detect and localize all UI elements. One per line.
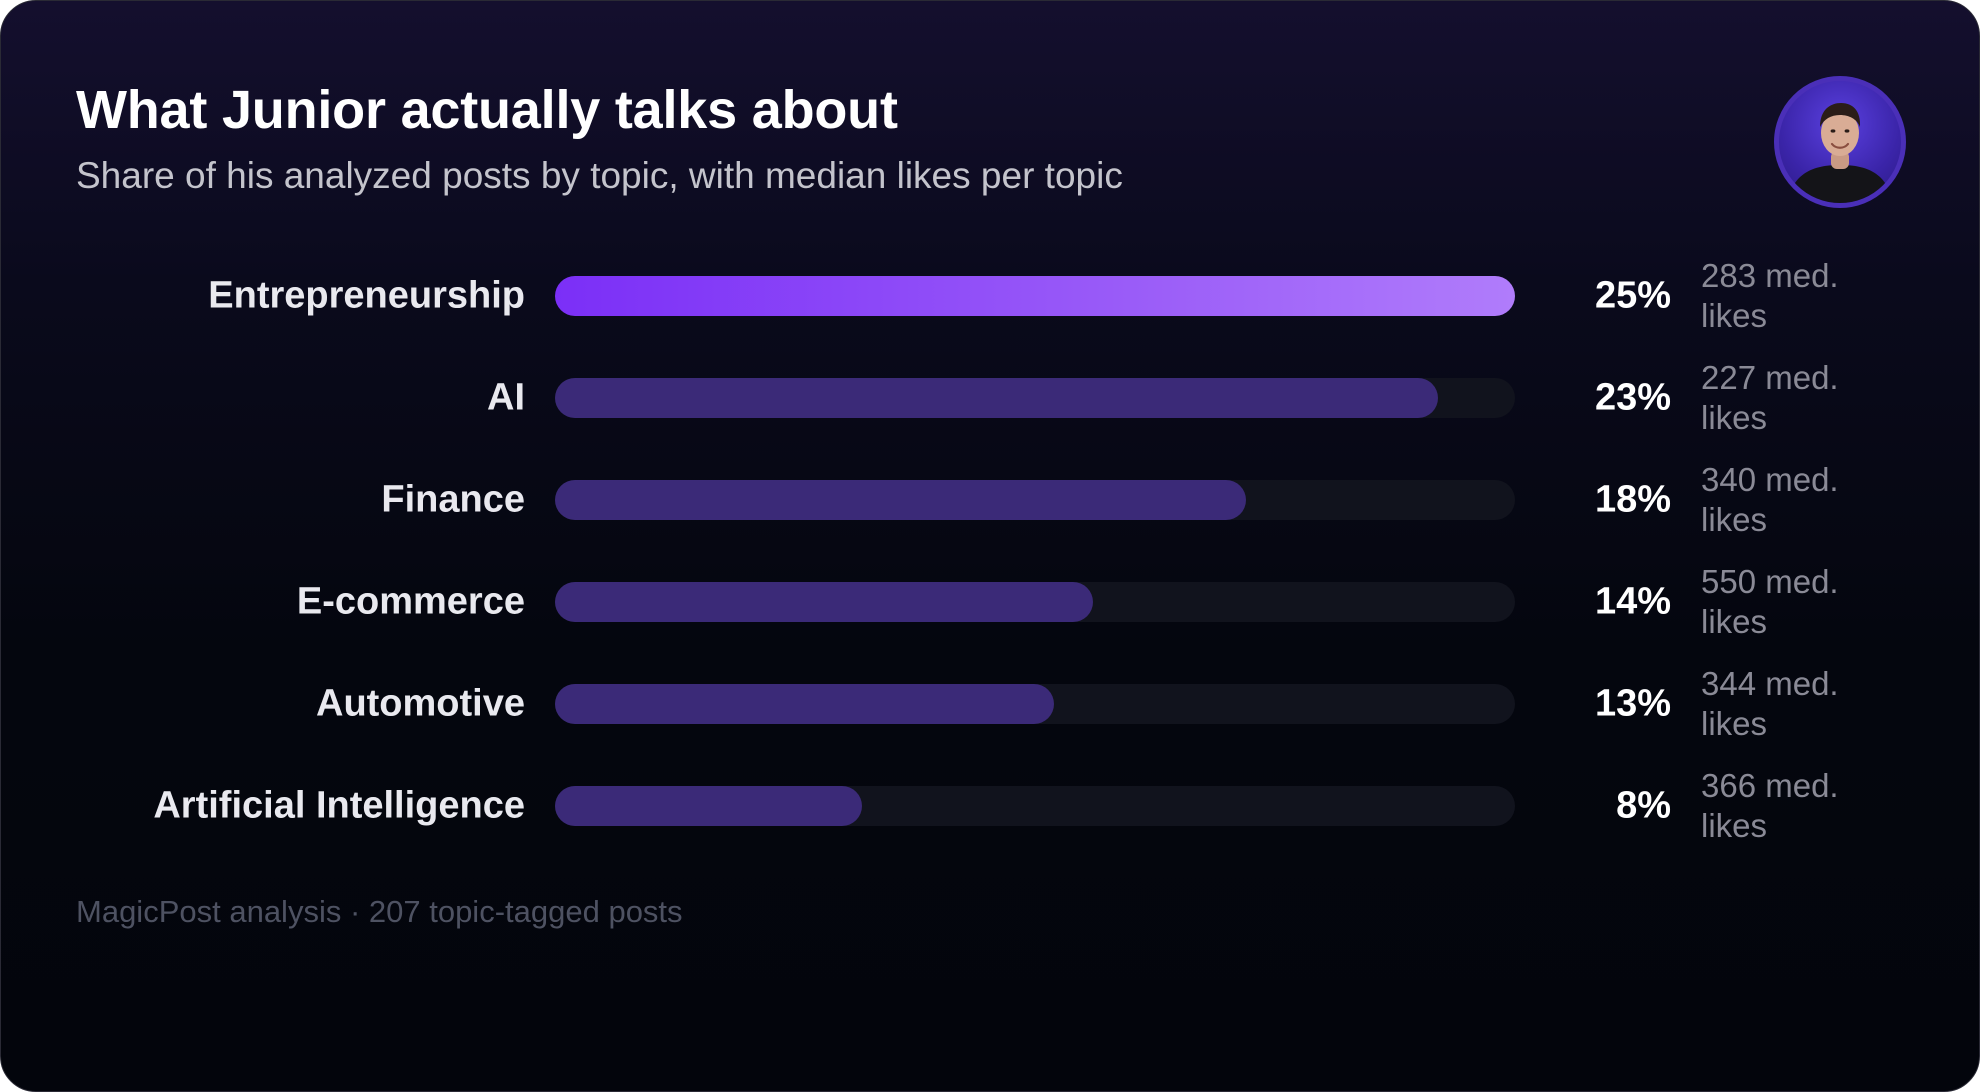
bar: [555, 684, 1054, 724]
median-likes-label: 227 med. likes: [1701, 359, 1839, 436]
bar-row: Automotive 13% 344 med. likes: [1, 664, 1979, 744]
category-label: Artificial Intelligence: [153, 784, 525, 827]
bar: [555, 378, 1438, 418]
bar-row: Artificial Intelligence 8% 366 med. likes: [1, 766, 1979, 846]
source-footnote: MagicPost analysis · 207 topic-tagged po…: [76, 894, 683, 929]
median-likes-label: 344 med. likes: [1701, 665, 1839, 742]
category-label: Automotive: [316, 682, 525, 725]
median-likes-label: 283 med. likes: [1701, 257, 1839, 334]
percent-label: 23%: [1594, 376, 1671, 419]
percent-label: 18%: [1594, 478, 1671, 521]
person-avatar-icon: [1774, 76, 1906, 208]
bar-row: Finance 18% 340 med. likes: [1, 460, 1979, 540]
bar-track: [555, 582, 1515, 622]
median-likes-label: 340 med. likes: [1701, 461, 1839, 538]
percent-label: 25%: [1594, 274, 1671, 317]
bar-row: E-commerce 14% 550 med. likes: [1, 562, 1979, 642]
category-label: AI: [487, 376, 525, 419]
chart-subtitle: Share of his analyzed posts by topic, wi…: [76, 155, 1123, 196]
bar-track: [555, 378, 1515, 418]
median-likes-label: 366 med. likes: [1701, 767, 1839, 844]
bar-row: Entrepreneurship 25% 283 med. likes: [1, 256, 1979, 336]
bar-track: [555, 684, 1515, 724]
chart-title: What Junior actually talks about: [76, 80, 898, 140]
category-label: Finance: [381, 478, 525, 521]
bar-track: [555, 480, 1515, 520]
bar-track: [555, 786, 1515, 826]
bar: [555, 480, 1246, 520]
bar: [555, 276, 1515, 316]
bar-track: [555, 276, 1515, 316]
percent-label: 8%: [1616, 784, 1671, 827]
bar: [555, 786, 862, 826]
percent-label: 13%: [1594, 682, 1671, 725]
percent-label: 14%: [1594, 580, 1671, 623]
bar-row: AI 23% 227 med. likes: [1, 358, 1979, 438]
category-label: E-commerce: [296, 580, 525, 623]
category-label: Entrepreneurship: [208, 274, 525, 317]
median-likes-label: 550 med. likes: [1701, 563, 1839, 640]
bar: [555, 582, 1093, 622]
